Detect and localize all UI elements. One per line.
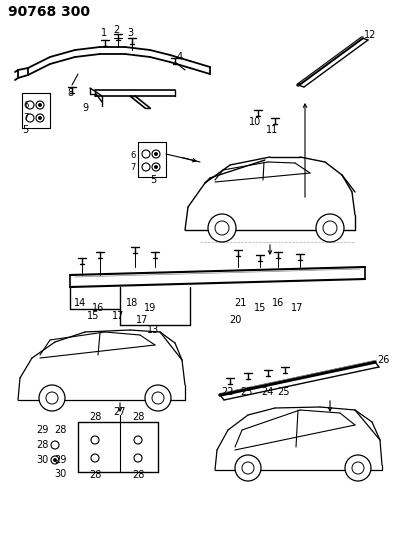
Text: 17: 17: [112, 311, 124, 321]
Circle shape: [154, 152, 158, 156]
Text: 18: 18: [126, 298, 138, 308]
Text: 9: 9: [82, 103, 88, 113]
Text: 90768 300: 90768 300: [8, 5, 90, 19]
Text: 26: 26: [377, 355, 389, 365]
Circle shape: [36, 101, 44, 109]
Text: 21: 21: [234, 298, 246, 308]
Text: 28: 28: [132, 412, 144, 422]
Circle shape: [154, 165, 158, 168]
Circle shape: [152, 150, 160, 158]
Text: 28: 28: [36, 440, 48, 450]
Text: 28: 28: [89, 470, 101, 480]
Circle shape: [142, 163, 150, 171]
Text: 30: 30: [54, 469, 66, 479]
Circle shape: [242, 462, 254, 474]
Text: 23: 23: [240, 387, 252, 397]
Text: 22: 22: [222, 387, 234, 397]
Circle shape: [134, 454, 142, 462]
Circle shape: [26, 101, 34, 109]
Text: 12: 12: [364, 30, 376, 40]
Circle shape: [46, 392, 58, 404]
Text: 7: 7: [131, 163, 136, 172]
Text: 20: 20: [229, 315, 241, 325]
Text: 8: 8: [67, 88, 73, 98]
Circle shape: [38, 116, 42, 119]
Text: 11: 11: [266, 125, 278, 135]
Circle shape: [53, 458, 57, 462]
Circle shape: [39, 385, 65, 411]
Text: 27: 27: [114, 407, 126, 417]
Text: 29: 29: [54, 455, 66, 465]
Circle shape: [152, 163, 160, 171]
Text: 25: 25: [278, 387, 290, 397]
Circle shape: [145, 385, 171, 411]
Circle shape: [134, 436, 142, 444]
Text: 15: 15: [87, 311, 99, 321]
Circle shape: [26, 114, 34, 122]
Text: 7: 7: [23, 114, 28, 123]
Text: 3: 3: [127, 28, 133, 38]
Text: 6: 6: [23, 101, 28, 110]
Text: 28: 28: [54, 425, 66, 435]
Text: 28: 28: [89, 412, 101, 422]
Text: 1: 1: [101, 28, 107, 38]
Text: 29: 29: [36, 425, 48, 435]
Text: 5: 5: [150, 175, 156, 185]
Text: 16: 16: [92, 303, 104, 313]
Text: 17: 17: [291, 303, 303, 313]
Circle shape: [316, 214, 344, 242]
Circle shape: [36, 114, 44, 122]
Circle shape: [38, 103, 42, 107]
Circle shape: [352, 462, 364, 474]
Text: 5: 5: [22, 125, 28, 135]
Text: 15: 15: [254, 303, 266, 313]
Circle shape: [152, 392, 164, 404]
Circle shape: [323, 221, 337, 235]
Circle shape: [235, 455, 261, 481]
Text: 16: 16: [272, 298, 284, 308]
Text: 28: 28: [132, 470, 144, 480]
Circle shape: [345, 455, 371, 481]
Circle shape: [51, 441, 59, 449]
Text: 14: 14: [74, 298, 86, 308]
Text: 4: 4: [177, 52, 183, 62]
Text: 6: 6: [131, 150, 136, 159]
Text: 10: 10: [249, 117, 261, 127]
Circle shape: [91, 436, 99, 444]
Text: 2: 2: [113, 25, 119, 35]
Text: 13: 13: [147, 325, 159, 335]
Text: 17: 17: [136, 315, 148, 325]
Circle shape: [142, 150, 150, 158]
Text: 19: 19: [144, 303, 156, 313]
Text: 24: 24: [261, 387, 273, 397]
Circle shape: [215, 221, 229, 235]
Circle shape: [91, 454, 99, 462]
Text: 30: 30: [36, 455, 48, 465]
Circle shape: [208, 214, 236, 242]
Circle shape: [51, 456, 59, 464]
